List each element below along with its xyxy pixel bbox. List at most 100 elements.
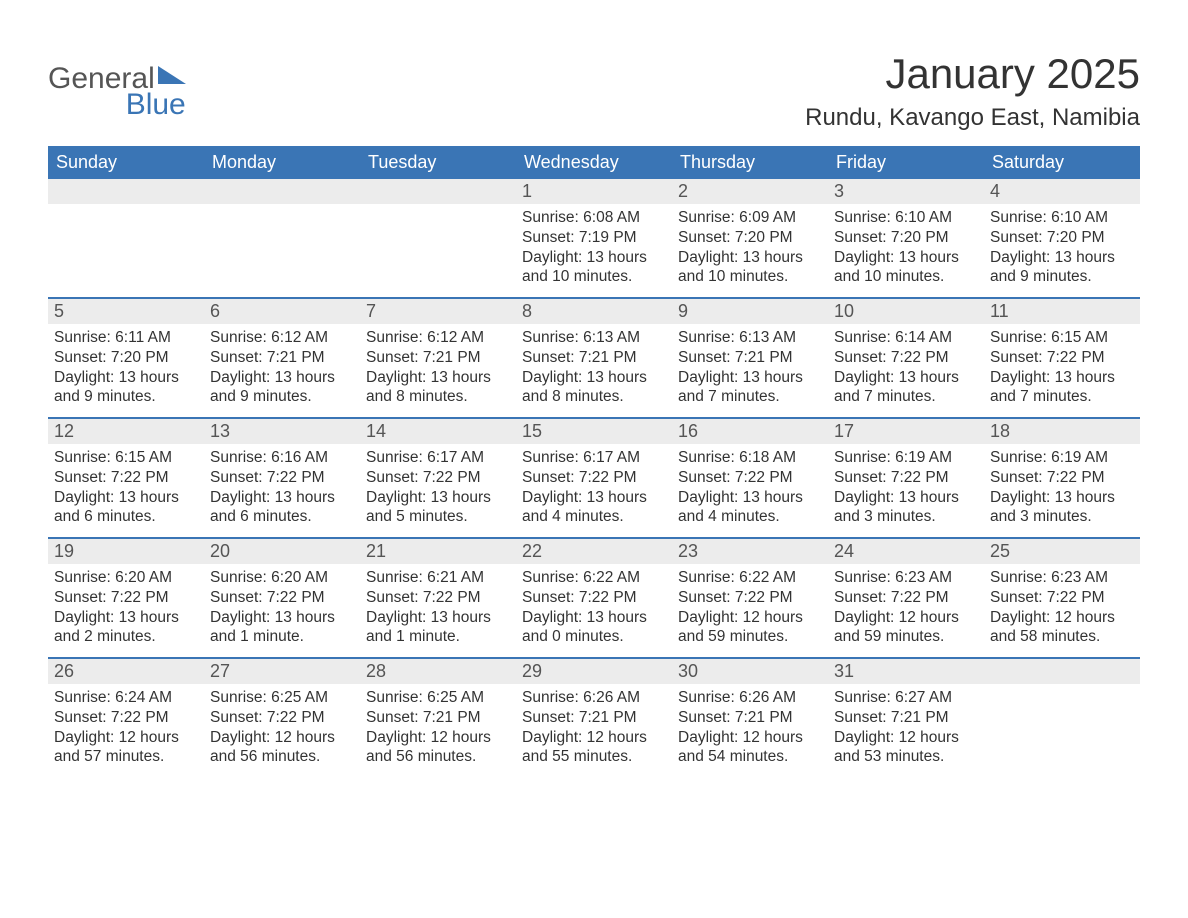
- day-number: 6: [204, 299, 360, 324]
- day-body: Sunrise: 6:23 AMSunset: 7:22 PMDaylight:…: [984, 564, 1140, 653]
- sunset-line: Sunset: 7:22 PM: [834, 348, 978, 368]
- calendar-day: 3Sunrise: 6:10 AMSunset: 7:20 PMDaylight…: [828, 179, 984, 297]
- day-body: Sunrise: 6:10 AMSunset: 7:20 PMDaylight:…: [984, 204, 1140, 293]
- day-number: 27: [204, 659, 360, 684]
- calendar-day: 31Sunrise: 6:27 AMSunset: 7:21 PMDayligh…: [828, 659, 984, 777]
- day-number: 16: [672, 419, 828, 444]
- day-body: Sunrise: 6:16 AMSunset: 7:22 PMDaylight:…: [204, 444, 360, 533]
- day-number: 5: [48, 299, 204, 324]
- daylight-line: Daylight: 13 hours and 3 minutes.: [990, 488, 1134, 528]
- day-number: 7: [360, 299, 516, 324]
- daylight-line: Daylight: 13 hours and 9 minutes.: [210, 368, 354, 408]
- sunrise-line: Sunrise: 6:26 AM: [678, 688, 822, 708]
- day-body: Sunrise: 6:18 AMSunset: 7:22 PMDaylight:…: [672, 444, 828, 533]
- sunset-line: Sunset: 7:22 PM: [54, 468, 198, 488]
- day-body: Sunrise: 6:09 AMSunset: 7:20 PMDaylight:…: [672, 204, 828, 293]
- day-body: Sunrise: 6:20 AMSunset: 7:22 PMDaylight:…: [204, 564, 360, 653]
- day-number: 29: [516, 659, 672, 684]
- calendar-day: 13Sunrise: 6:16 AMSunset: 7:22 PMDayligh…: [204, 419, 360, 537]
- sunset-line: Sunset: 7:21 PM: [678, 708, 822, 728]
- daylight-line: Daylight: 13 hours and 10 minutes.: [522, 248, 666, 288]
- calendar-week: 1Sunrise: 6:08 AMSunset: 7:19 PMDaylight…: [48, 179, 1140, 297]
- day-number: [48, 179, 204, 204]
- calendar-day: 6Sunrise: 6:12 AMSunset: 7:21 PMDaylight…: [204, 299, 360, 417]
- sunrise-line: Sunrise: 6:19 AM: [990, 448, 1134, 468]
- day-number: 28: [360, 659, 516, 684]
- day-number: 13: [204, 419, 360, 444]
- day-number: 24: [828, 539, 984, 564]
- day-number: 30: [672, 659, 828, 684]
- day-number: 23: [672, 539, 828, 564]
- calendar-day: 18Sunrise: 6:19 AMSunset: 7:22 PMDayligh…: [984, 419, 1140, 537]
- daylight-line: Daylight: 13 hours and 7 minutes.: [990, 368, 1134, 408]
- sunrise-line: Sunrise: 6:10 AM: [990, 208, 1134, 228]
- sunset-line: Sunset: 7:22 PM: [678, 468, 822, 488]
- sunset-line: Sunset: 7:22 PM: [678, 588, 822, 608]
- day-body: Sunrise: 6:15 AMSunset: 7:22 PMDaylight:…: [984, 324, 1140, 413]
- day-body: Sunrise: 6:11 AMSunset: 7:20 PMDaylight:…: [48, 324, 204, 413]
- logo: General Blue: [48, 50, 186, 120]
- flag-icon: [158, 66, 186, 88]
- sunrise-line: Sunrise: 6:25 AM: [210, 688, 354, 708]
- calendar-day: 1Sunrise: 6:08 AMSunset: 7:19 PMDaylight…: [516, 179, 672, 297]
- sunrise-line: Sunrise: 6:15 AM: [990, 328, 1134, 348]
- daylight-line: Daylight: 13 hours and 9 minutes.: [990, 248, 1134, 288]
- sunset-line: Sunset: 7:22 PM: [54, 708, 198, 728]
- sunset-line: Sunset: 7:22 PM: [210, 468, 354, 488]
- day-number: 8: [516, 299, 672, 324]
- day-number: 1: [516, 179, 672, 204]
- day-number: 4: [984, 179, 1140, 204]
- sunset-line: Sunset: 7:22 PM: [990, 588, 1134, 608]
- day-body: Sunrise: 6:22 AMSunset: 7:22 PMDaylight:…: [672, 564, 828, 653]
- calendar-day: 23Sunrise: 6:22 AMSunset: 7:22 PMDayligh…: [672, 539, 828, 657]
- day-body: Sunrise: 6:19 AMSunset: 7:22 PMDaylight:…: [828, 444, 984, 533]
- day-body: Sunrise: 6:17 AMSunset: 7:22 PMDaylight:…: [516, 444, 672, 533]
- day-body: Sunrise: 6:24 AMSunset: 7:22 PMDaylight:…: [48, 684, 204, 773]
- daylight-line: Daylight: 12 hours and 59 minutes.: [834, 608, 978, 648]
- day-number: 12: [48, 419, 204, 444]
- sunrise-line: Sunrise: 6:18 AM: [678, 448, 822, 468]
- sunrise-line: Sunrise: 6:20 AM: [54, 568, 198, 588]
- day-number: [360, 179, 516, 204]
- sunrise-line: Sunrise: 6:19 AM: [834, 448, 978, 468]
- weekday-header: Sunday: [48, 146, 204, 179]
- sunset-line: Sunset: 7:22 PM: [366, 468, 510, 488]
- calendar-day: 2Sunrise: 6:09 AMSunset: 7:20 PMDaylight…: [672, 179, 828, 297]
- day-body: Sunrise: 6:21 AMSunset: 7:22 PMDaylight:…: [360, 564, 516, 653]
- sunrise-line: Sunrise: 6:10 AM: [834, 208, 978, 228]
- day-number: 25: [984, 539, 1140, 564]
- calendar-day: 25Sunrise: 6:23 AMSunset: 7:22 PMDayligh…: [984, 539, 1140, 657]
- calendar-day: [204, 179, 360, 297]
- sunrise-line: Sunrise: 6:23 AM: [834, 568, 978, 588]
- sunrise-line: Sunrise: 6:13 AM: [522, 328, 666, 348]
- day-number: 20: [204, 539, 360, 564]
- calendar-day: [360, 179, 516, 297]
- sunset-line: Sunset: 7:22 PM: [834, 468, 978, 488]
- day-body: Sunrise: 6:26 AMSunset: 7:21 PMDaylight:…: [672, 684, 828, 773]
- daylight-line: Daylight: 12 hours and 54 minutes.: [678, 728, 822, 768]
- sunset-line: Sunset: 7:22 PM: [522, 468, 666, 488]
- titles: January 2025 Rundu, Kavango East, Namibi…: [805, 50, 1140, 132]
- calendar-day: 28Sunrise: 6:25 AMSunset: 7:21 PMDayligh…: [360, 659, 516, 777]
- day-body: Sunrise: 6:23 AMSunset: 7:22 PMDaylight:…: [828, 564, 984, 653]
- calendar-day: 20Sunrise: 6:20 AMSunset: 7:22 PMDayligh…: [204, 539, 360, 657]
- day-body: Sunrise: 6:13 AMSunset: 7:21 PMDaylight:…: [516, 324, 672, 413]
- day-body: [984, 684, 1140, 694]
- calendar-day: 5Sunrise: 6:11 AMSunset: 7:20 PMDaylight…: [48, 299, 204, 417]
- day-number: 26: [48, 659, 204, 684]
- calendar-day: 30Sunrise: 6:26 AMSunset: 7:21 PMDayligh…: [672, 659, 828, 777]
- calendar-day: 11Sunrise: 6:15 AMSunset: 7:22 PMDayligh…: [984, 299, 1140, 417]
- sunset-line: Sunset: 7:20 PM: [834, 228, 978, 248]
- calendar-day: 8Sunrise: 6:13 AMSunset: 7:21 PMDaylight…: [516, 299, 672, 417]
- calendar-day: [48, 179, 204, 297]
- sunset-line: Sunset: 7:21 PM: [366, 708, 510, 728]
- day-body: Sunrise: 6:10 AMSunset: 7:20 PMDaylight:…: [828, 204, 984, 293]
- sunset-line: Sunset: 7:22 PM: [210, 708, 354, 728]
- sunrise-line: Sunrise: 6:21 AM: [366, 568, 510, 588]
- calendar: SundayMondayTuesdayWednesdayThursdayFrid…: [48, 146, 1140, 777]
- calendar-day: 26Sunrise: 6:24 AMSunset: 7:22 PMDayligh…: [48, 659, 204, 777]
- daylight-line: Daylight: 13 hours and 5 minutes.: [366, 488, 510, 528]
- day-body: Sunrise: 6:14 AMSunset: 7:22 PMDaylight:…: [828, 324, 984, 413]
- day-number: 22: [516, 539, 672, 564]
- sunset-line: Sunset: 7:22 PM: [366, 588, 510, 608]
